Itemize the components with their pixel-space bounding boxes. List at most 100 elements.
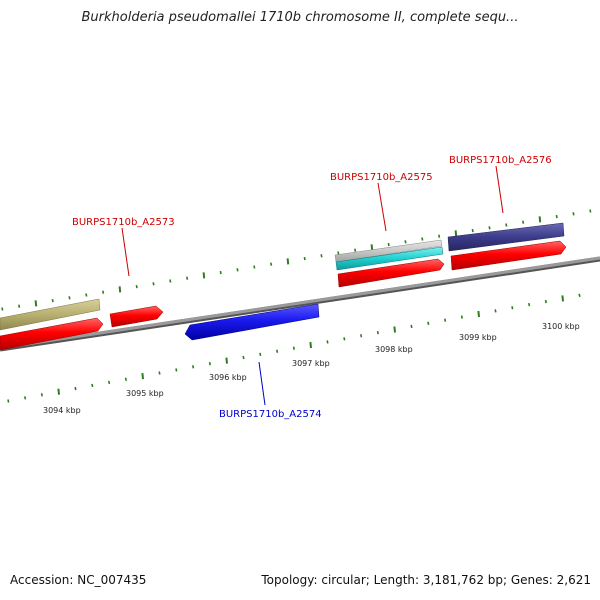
minor-tick xyxy=(505,223,508,227)
minor-tick xyxy=(276,349,279,353)
minor-tick xyxy=(102,290,105,294)
major-tick xyxy=(370,244,374,251)
minor-tick xyxy=(555,214,558,219)
minor-tick xyxy=(438,234,441,238)
minor-tick xyxy=(186,276,189,280)
minor-tick xyxy=(219,270,222,275)
minor-tick xyxy=(511,306,514,310)
minor-tick xyxy=(578,293,581,297)
minor-tick xyxy=(51,298,54,303)
minor-tick xyxy=(152,282,155,286)
map-title: Burkholderia pseudomallei 1710b chromoso… xyxy=(81,10,519,25)
minor-tick xyxy=(259,352,262,357)
minor-tick xyxy=(158,371,161,375)
minor-tick xyxy=(18,304,21,308)
minor-tick xyxy=(404,240,407,244)
leader-2573 xyxy=(121,227,130,277)
minor-tick xyxy=(175,368,178,372)
minor-tick xyxy=(337,251,340,255)
tick-label-3095: 3095 kbp xyxy=(126,389,164,398)
minor-tick xyxy=(292,346,295,350)
minor-tick xyxy=(236,268,239,272)
minor-tick xyxy=(376,330,379,335)
minor-tick xyxy=(85,293,88,297)
tick-row-lower xyxy=(7,293,581,403)
tick-label-3098: 3098 kbp xyxy=(375,345,413,354)
minor-tick xyxy=(108,380,111,385)
minor-tick xyxy=(74,386,77,391)
minor-tick xyxy=(253,265,256,269)
minor-tick xyxy=(320,254,323,258)
gene-label-a2575[interactable]: BURPS1710b_A2575 xyxy=(330,172,433,183)
topology-summary: Topology: circular; Length: 3,181,762 bp… xyxy=(261,573,591,587)
minor-tick xyxy=(471,228,474,233)
tick-label-3096: 3096 kbp xyxy=(209,373,247,382)
gene-olive-block[interactable] xyxy=(0,298,101,331)
major-tick xyxy=(34,300,38,307)
gene-gray-block[interactable] xyxy=(334,239,443,263)
minor-tick xyxy=(410,324,413,329)
label-leaders xyxy=(121,165,504,406)
tick-label-3100: 3100 kbp xyxy=(542,322,580,331)
minor-tick xyxy=(124,377,127,381)
gene-navy-block[interactable] xyxy=(447,222,565,252)
major-tick xyxy=(538,216,542,223)
cds-red-arrow-4[interactable] xyxy=(450,240,567,271)
minor-tick xyxy=(343,337,346,341)
cds-red-arrow-3[interactable] xyxy=(337,258,445,288)
cds-red-arrow-1[interactable] xyxy=(0,317,104,351)
minor-tick xyxy=(303,256,306,261)
minor-tick xyxy=(528,302,531,307)
minor-tick xyxy=(1,307,4,311)
minor-tick xyxy=(326,340,329,344)
major-tick xyxy=(286,258,290,265)
leader-2576 xyxy=(495,165,504,214)
leader-2574 xyxy=(258,361,266,406)
minor-tick xyxy=(354,248,357,252)
minor-tick xyxy=(522,220,525,224)
major-tick xyxy=(202,272,206,279)
accession-text: Accession: NC_007435 xyxy=(10,573,147,587)
gene-label-a2573[interactable]: BURPS1710b_A2573 xyxy=(72,217,175,228)
major-tick xyxy=(454,230,458,237)
major-tick xyxy=(393,326,396,333)
minor-tick xyxy=(242,355,245,360)
minor-tick xyxy=(421,237,424,241)
minor-tick xyxy=(387,242,390,247)
minor-tick xyxy=(270,262,273,266)
major-tick xyxy=(57,388,60,395)
gene-cyan-block[interactable] xyxy=(335,246,444,271)
cds-blue-arrow[interactable] xyxy=(184,303,320,341)
minor-tick xyxy=(589,209,592,213)
minor-tick xyxy=(544,299,547,304)
leader-2575 xyxy=(377,182,387,232)
minor-tick xyxy=(427,321,430,325)
minor-tick xyxy=(7,399,10,403)
tick-row-upper xyxy=(1,209,592,311)
major-tick xyxy=(118,286,122,293)
gene-features xyxy=(0,222,567,351)
minor-tick xyxy=(169,279,172,283)
major-tick xyxy=(477,310,480,318)
minor-tick xyxy=(494,309,497,313)
minor-tick xyxy=(40,393,43,397)
minor-tick xyxy=(488,226,491,230)
major-tick xyxy=(225,357,228,364)
gene-label-a2574[interactable]: BURPS1710b_A2574 xyxy=(219,409,322,420)
minor-tick xyxy=(360,334,363,338)
minor-tick xyxy=(460,315,463,319)
tick-label-3099: 3099 kbp xyxy=(459,333,497,342)
cds-red-arrow-2[interactable] xyxy=(109,305,164,328)
minor-tick xyxy=(24,396,27,400)
tick-label-3094: 3094 kbp xyxy=(43,406,81,415)
major-tick xyxy=(141,373,144,380)
minor-tick xyxy=(68,296,71,300)
backbone-line xyxy=(0,256,600,350)
major-tick xyxy=(561,295,564,302)
gene-label-a2576[interactable]: BURPS1710b_A2576 xyxy=(449,155,552,166)
minor-tick xyxy=(192,365,195,369)
minor-tick xyxy=(572,212,575,216)
tick-label-3097: 3097 kbp xyxy=(292,359,330,368)
minor-tick xyxy=(444,318,447,322)
